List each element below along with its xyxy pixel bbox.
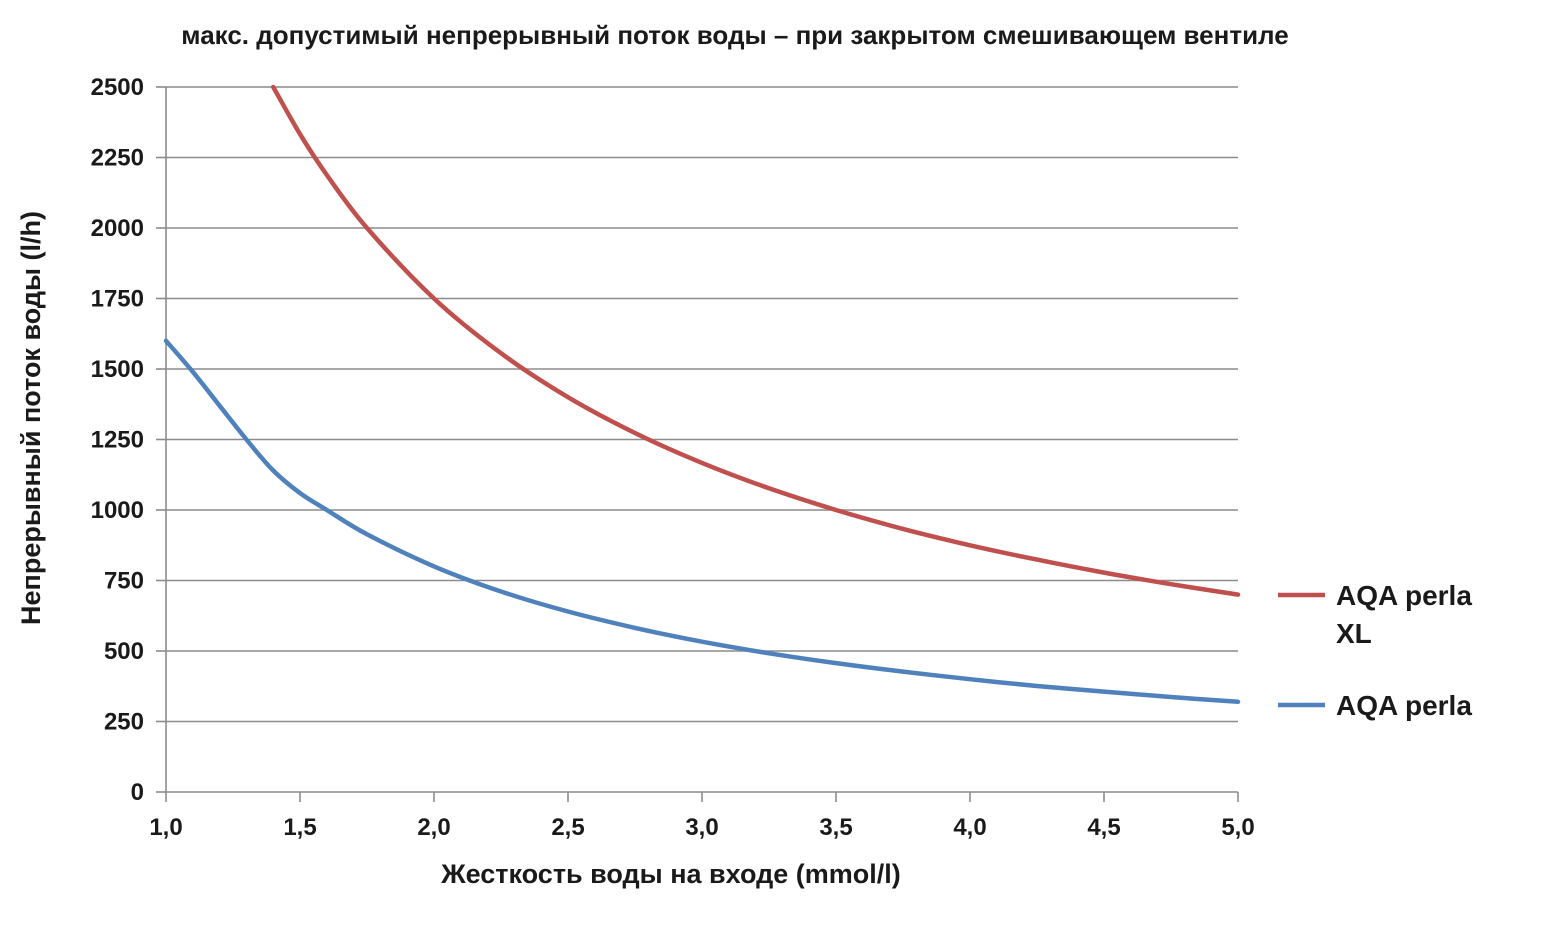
x-tick-label: 2,0 xyxy=(417,814,450,841)
legend-label-aqa-perla: AQA perla xyxy=(1336,690,1472,721)
legend-label-aqa-perla-xl: XL xyxy=(1336,618,1372,649)
axes xyxy=(156,86,1239,802)
y-tick-label: 750 xyxy=(104,568,144,595)
x-tick-label: 4,0 xyxy=(953,814,986,841)
x-tick-label: 3,0 xyxy=(685,814,718,841)
x-tick-label: 1,0 xyxy=(149,814,182,841)
series-line-aqa-perla-xl xyxy=(270,84,1241,597)
chart-title: макс. допустимый непрерывный поток воды … xyxy=(181,20,1289,50)
x-axis-label: Жесткость воды на входе (mmol/l) xyxy=(440,859,901,889)
y-tick-label: 2000 xyxy=(91,215,144,242)
series-lines xyxy=(163,84,1241,705)
series-line-aqa-perla xyxy=(163,338,1241,705)
y-tick-label: 1750 xyxy=(91,286,144,313)
x-tick-label: 1,5 xyxy=(283,814,316,841)
legend-label-aqa-perla-xl: AQA perla xyxy=(1336,580,1472,611)
y-tick-label: 1250 xyxy=(91,427,144,454)
x-tick-label: 5,0 xyxy=(1221,814,1254,841)
y-tick-label: 250 xyxy=(104,709,144,736)
gridlines xyxy=(166,86,1238,723)
y-tick-label: 1500 xyxy=(91,356,144,383)
y-tick-label: 2500 xyxy=(91,74,144,101)
x-tick-label: 2,5 xyxy=(551,814,584,841)
y-tick-label: 0 xyxy=(131,779,144,806)
y-axis-label: Непрерывный поток воды (l/h) xyxy=(16,211,46,625)
y-tick-label: 1000 xyxy=(91,497,144,524)
y-tick-label: 2250 xyxy=(91,145,144,172)
y-tick-label: 500 xyxy=(104,638,144,665)
x-tick-label: 3,5 xyxy=(819,814,852,841)
legend: AQA perla XL AQA perla xyxy=(1278,580,1472,721)
tick-labels: 0 250 500 750 1000 1250 1500 1750 2000 2250 2500 1,… xyxy=(91,74,1255,841)
x-tick-label: 4,5 xyxy=(1087,814,1120,841)
